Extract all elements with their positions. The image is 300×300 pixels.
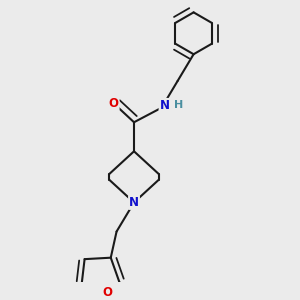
Text: N: N — [160, 99, 170, 112]
Text: H: H — [174, 100, 183, 110]
Text: N: N — [129, 196, 139, 209]
Text: O: O — [109, 97, 119, 110]
Text: O: O — [103, 286, 113, 299]
